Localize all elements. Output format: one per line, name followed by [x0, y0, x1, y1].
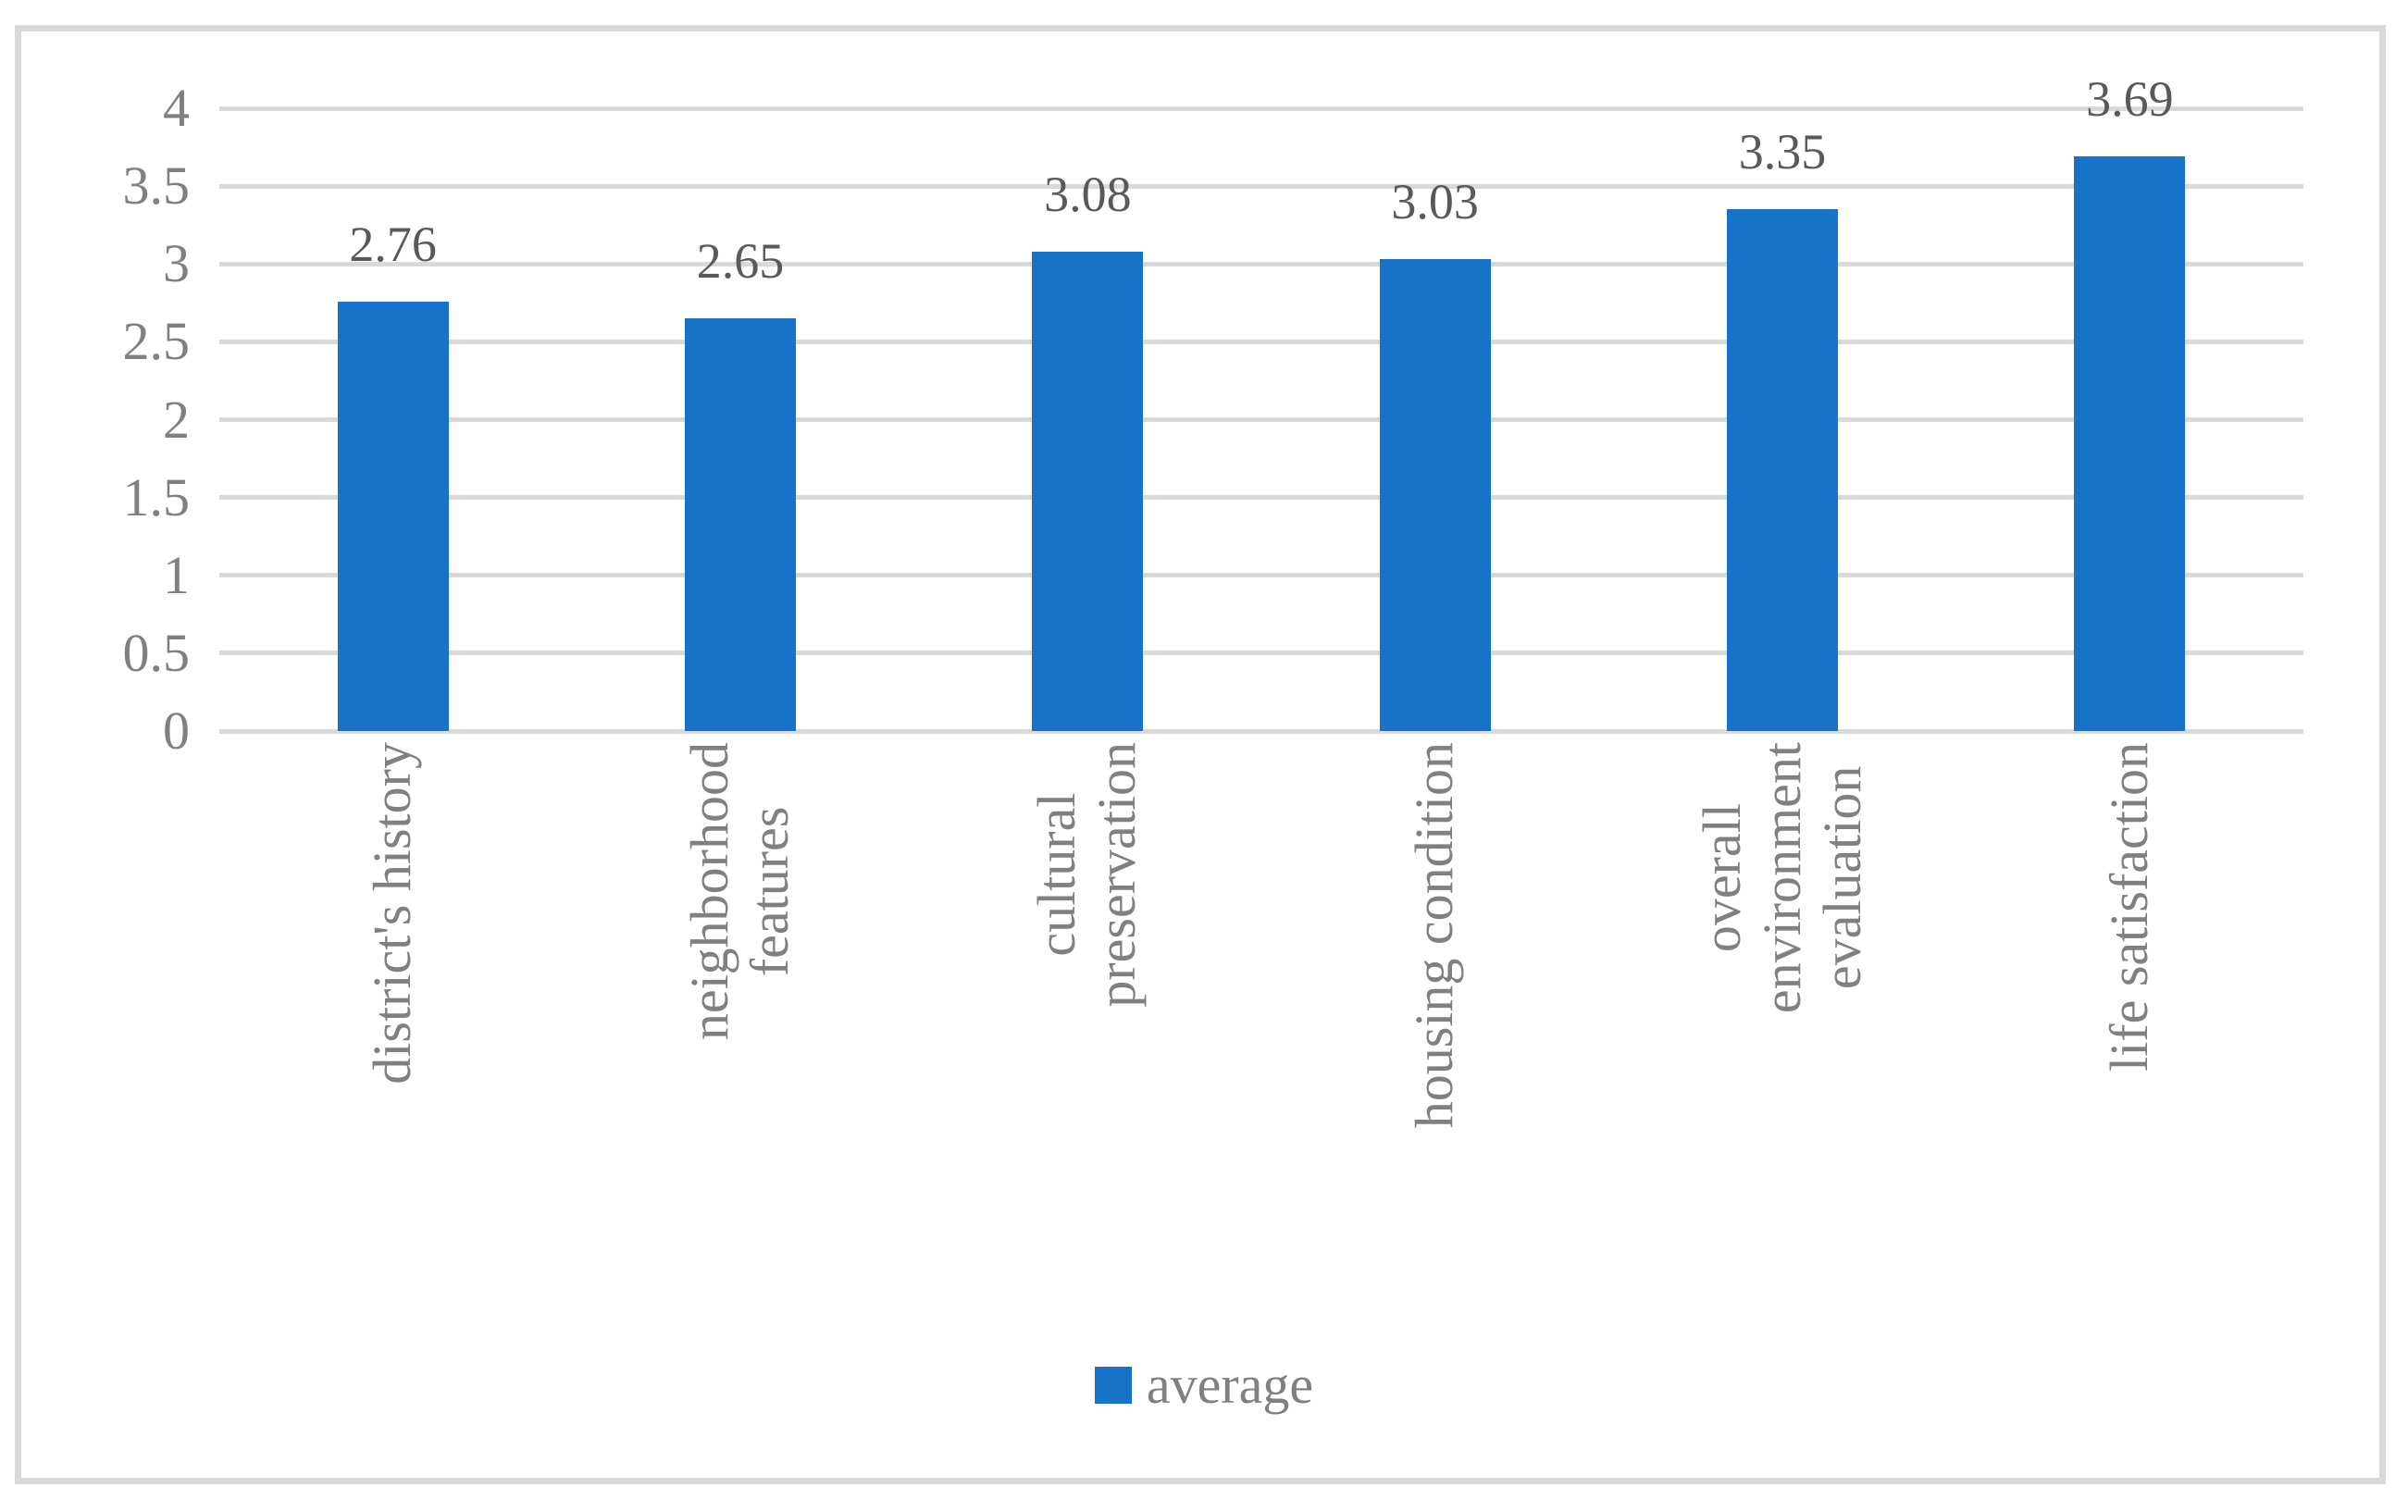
x-slot: life satisfaction — [1956, 742, 2303, 1339]
plot-area: 2.76 2.65 3.08 3.03 3.35 3.69 — [219, 71, 2303, 734]
bar-value-label: 3.69 — [2086, 71, 2174, 128]
bar-4 — [1379, 259, 1491, 731]
y-tick-label: 3.5 — [122, 155, 191, 217]
gridline — [219, 651, 2303, 656]
y-tick-label: 3 — [163, 233, 190, 294]
bar-value-label: 3.08 — [1044, 166, 1132, 222]
bar-value-label: 2.76 — [349, 216, 437, 272]
bar-6 — [2074, 156, 2186, 731]
bar-2 — [685, 318, 796, 731]
category-label: district's history — [362, 742, 423, 1084]
gridline — [219, 183, 2303, 189]
chart-frame — [15, 25, 2386, 1484]
legend-label: average — [1146, 1355, 1314, 1415]
gridline — [219, 339, 2303, 344]
bar-3 — [1032, 251, 1144, 731]
x-slot: district's history — [219, 742, 566, 1339]
gridline — [219, 728, 2303, 734]
y-axis: 0 0.5 1 1.5 2 2.5 3 3.5 4 — [37, 78, 191, 761]
category-label: life satisfaction — [2098, 742, 2159, 1072]
y-tick-label: 0.5 — [122, 622, 191, 683]
x-slot: neighborhood features — [566, 742, 913, 1339]
legend-swatch-average — [1094, 1367, 1132, 1404]
y-tick-label: 0 — [163, 700, 190, 761]
y-tick-label: 4 — [163, 78, 190, 138]
y-tick-label: 1.5 — [122, 466, 191, 527]
gridline — [219, 105, 2303, 111]
category-label: overall environment evaluation — [1691, 742, 1872, 1014]
y-tick-label: 2 — [163, 389, 190, 450]
x-slot: cultural preservation — [914, 742, 1261, 1339]
gridline — [219, 417, 2303, 422]
gridline — [219, 573, 2303, 578]
category-label: cultural preservation — [1026, 742, 1148, 1008]
x-slot: overall environment evaluation — [1608, 742, 1955, 1339]
gridline — [219, 261, 2303, 266]
legend: average — [0, 1353, 2408, 1418]
bar-value-label: 2.65 — [696, 233, 785, 290]
x-slot: housing condition — [1261, 742, 1608, 1339]
y-tick-label: 1 — [163, 544, 190, 605]
bar-5 — [1727, 209, 1838, 731]
category-label: neighborhood features — [679, 742, 800, 1041]
bar-value-label: 3.35 — [1738, 124, 1827, 180]
gridline — [219, 495, 2303, 501]
category-label: housing condition — [1404, 742, 1465, 1129]
x-axis-labels: district's history neighborhood features c… — [219, 742, 2303, 1339]
bar-1 — [337, 301, 449, 731]
y-tick-label: 2.5 — [122, 311, 191, 372]
bar-value-label: 3.03 — [1391, 174, 1479, 230]
